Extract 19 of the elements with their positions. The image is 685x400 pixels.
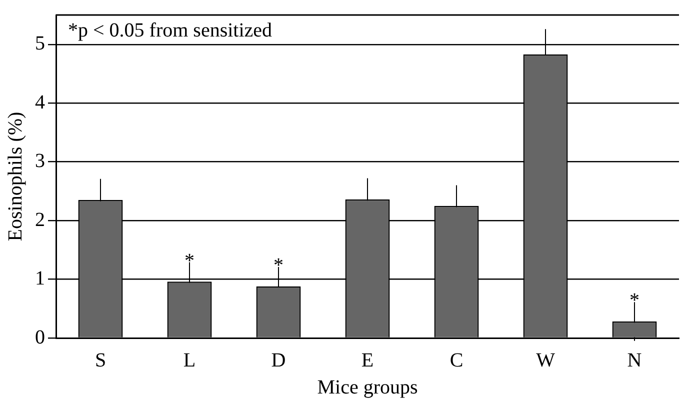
y-axis-title: Eosinophils (%) bbox=[4, 112, 26, 242]
y-tick-label: 3 bbox=[35, 150, 45, 172]
x-tick-label: N bbox=[627, 349, 642, 372]
y-tick-label: 1 bbox=[35, 268, 45, 290]
y-tick-label: 4 bbox=[35, 91, 45, 114]
annotation: * bbox=[184, 250, 194, 272]
x-tick-label: W bbox=[536, 349, 556, 372]
x-tick-label: S bbox=[94, 349, 106, 372]
annotation: * bbox=[274, 254, 284, 276]
annotation: * bbox=[630, 290, 640, 312]
x-tick-label: E bbox=[361, 349, 374, 372]
y-tick-label: 0 bbox=[35, 326, 45, 348]
annotation: *p < 0.05 from sensitized bbox=[68, 19, 272, 42]
x-tick-label: L bbox=[183, 349, 196, 372]
x-tick-label: C bbox=[450, 349, 464, 372]
y-tick-label: 5 bbox=[35, 32, 45, 55]
x-tick-label: D bbox=[271, 349, 286, 372]
x-axis-title: Mice groups bbox=[317, 376, 418, 398]
y-tick-label: 2 bbox=[35, 208, 45, 231]
